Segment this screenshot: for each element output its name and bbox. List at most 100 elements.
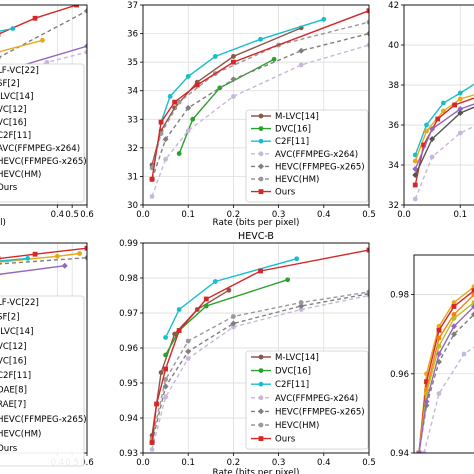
plot-frame	[0, 4, 88, 206]
data-point-Ours	[424, 379, 429, 385]
legend-marker-DVC[16]	[258, 368, 264, 373]
data-point-SF[2]	[424, 128, 429, 134]
legend: M-LVC[14] DVC[16] C2F[11] AVC(FFMPEG-x264) H…	[245, 109, 369, 203]
data-point-C2F[11]	[212, 54, 218, 59]
data-point-HEVC(HM)	[176, 99, 182, 105]
data-point-AVC(FFMPEG-x264)	[298, 307, 304, 312]
data-point-C2F[11]	[167, 94, 173, 99]
data-point-ALVC[12]	[451, 323, 457, 330]
data-point-DVC[16]	[203, 303, 209, 309]
x-tick-label: 0.1	[181, 210, 195, 220]
data-point-Ours	[258, 268, 263, 274]
data-point-AVC(FFMPEG-x264)	[436, 391, 442, 396]
data-point-Ours	[176, 328, 182, 333]
data-point-RAE[7]	[471, 292, 474, 297]
legend-label: AVC(FFMPEG-x264)	[275, 394, 358, 404]
plot-frame	[403, 4, 474, 206]
data-point-HEVC(HM)	[185, 338, 191, 344]
series-layer	[149, 247, 369, 452]
series-line-SF[2]	[418, 285, 474, 453]
legend-label: M-LVC[14]	[275, 112, 319, 122]
series-layer	[0, 245, 87, 276]
y-tick-label: 34	[388, 161, 399, 171]
data-point-Ours	[366, 8, 369, 14]
series-line-AVC(FFMPEG-x264)	[423, 346, 474, 453]
y-tick-label: 0.98	[119, 274, 138, 284]
legend-label: -LVC[14]	[0, 327, 33, 337]
legend-label: VC[12]	[0, 105, 27, 115]
data-point-DVC[16]	[271, 56, 277, 62]
data-point-DVC[16]	[163, 352, 169, 358]
series-line-C2F[11]	[0, 257, 28, 262]
data-point-ALVC[12]	[416, 450, 422, 453]
data-point-SF[2]	[54, 253, 60, 259]
data-point-AVC(FFMPEG-x264)	[231, 324, 236, 330]
data-point-AVC(FFMPEG-x264)	[149, 194, 155, 199]
legend-label: Ours	[0, 183, 18, 193]
legend-label: C2F[11]	[0, 131, 31, 141]
data-point-C2F[11]	[321, 16, 327, 22]
legend-label: VC[16]	[0, 118, 27, 128]
legend-box	[0, 295, 85, 467]
series-line-Ours	[151, 10, 369, 180]
y-tick-label: 42	[388, 1, 399, 11]
data-point-C2F[11]	[25, 256, 31, 261]
series-line-C2F[11]	[0, 27, 13, 32]
y-tick-label: 0.99	[119, 239, 138, 249]
legend-label: HEVC(HM)	[275, 421, 319, 431]
legend-label: Ours	[275, 188, 296, 198]
legend-box	[245, 350, 369, 450]
data-point-Ours	[74, 5, 80, 8]
legend-label: RAE[7]	[0, 400, 26, 410]
legend: M-LVC[14] DVC[16] C2F[11] AVC(FFMPEG-x264) H…	[245, 350, 369, 450]
data-point-C2F[11]	[185, 74, 191, 79]
data-point-C2F[11]	[294, 256, 300, 262]
x-tick-label: 0.5	[362, 210, 376, 220]
x-tick-label: 0.5	[65, 210, 79, 220]
data-point-Ours	[451, 304, 457, 309]
x-tick-label: 0.3	[272, 210, 286, 220]
legend: LF-VC[22] SF[2] -LVC[14] VC[12] VC[16] C2F[11…	[0, 63, 87, 203]
y-tick-label: 40	[388, 41, 399, 51]
data-point-C2F[11]	[440, 100, 446, 106]
x-tick-label: 0.0	[136, 210, 150, 220]
data-point-HEVC(FFMPEG-x265)	[471, 311, 474, 318]
data-point-HEVC(FFMPEG-x265)	[162, 136, 169, 143]
data-point-DAE[8]	[436, 343, 442, 349]
legend-label: DAE[8]	[0, 386, 27, 396]
legend-marker-DVC[16]	[258, 126, 264, 131]
x-tick-label: 0.6	[80, 458, 94, 468]
data-point-ALVC[12]	[457, 106, 464, 112]
legend-marker-AVC(FFMPEG-x264)	[258, 151, 264, 157]
series-line-AVC(FFMPEG-x264)	[151, 44, 369, 197]
y-tick-label: 30	[127, 201, 138, 211]
series-line-M-LVC[14]	[151, 289, 230, 436]
y-tick-label: 35	[127, 58, 138, 68]
series-layer	[412, 83, 474, 202]
data-point-DVC[16]	[176, 151, 182, 156]
legend-label: HEVC(HM)	[275, 175, 319, 185]
legend-label: C2F[11]	[275, 380, 309, 390]
chart-panel-top-middle: 0.0 0.1 0.2 0.3 0.4 0.5 30 31 32 33 34 35 36 37 M-LVC[…	[127, 1, 376, 228]
y-tick-label: 31	[127, 172, 138, 182]
x-tick-label: 0.1	[181, 458, 195, 468]
legend-marker-HEVC(FFMPEG-x265)	[258, 408, 264, 415]
legend-label: SF[2]	[0, 79, 20, 89]
legend-label: Ours	[275, 435, 296, 445]
legend: LF-VC[22] SF[2] -LVC[14] VC[12] VC[16] C2F[11…	[0, 295, 87, 467]
data-point-HEVC(FFMPEG-x265)	[84, 7, 87, 14]
series-line-AVC(FFMPEG-x264)	[414, 125, 474, 200]
legend-label: C2F[11]	[0, 371, 31, 381]
chart-panel-bottom-middle: 0.0 0.1 0.2 0.3 0.4 0.5 0.93 0.94 0.95 0.96 0.97 0.…	[119, 231, 376, 474]
legend-marker-Ours	[258, 436, 264, 441]
data-point-HEVC(FFMPEG-x265)	[451, 331, 457, 338]
data-point-Ours	[194, 82, 200, 88]
data-point-Ours	[421, 142, 427, 148]
data-point-AVC(FFMPEG-x264)	[231, 94, 236, 99]
x-tick-label: 0.0	[397, 210, 411, 220]
series-line-SF[2]	[0, 252, 80, 263]
data-point-HEVC(HM)	[366, 19, 369, 25]
data-point-DVC[16]	[190, 116, 196, 122]
legend-label: LF-VC[22]	[0, 298, 39, 308]
